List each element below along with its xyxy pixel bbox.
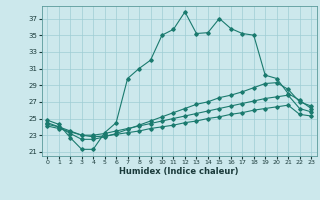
X-axis label: Humidex (Indice chaleur): Humidex (Indice chaleur) bbox=[119, 167, 239, 176]
